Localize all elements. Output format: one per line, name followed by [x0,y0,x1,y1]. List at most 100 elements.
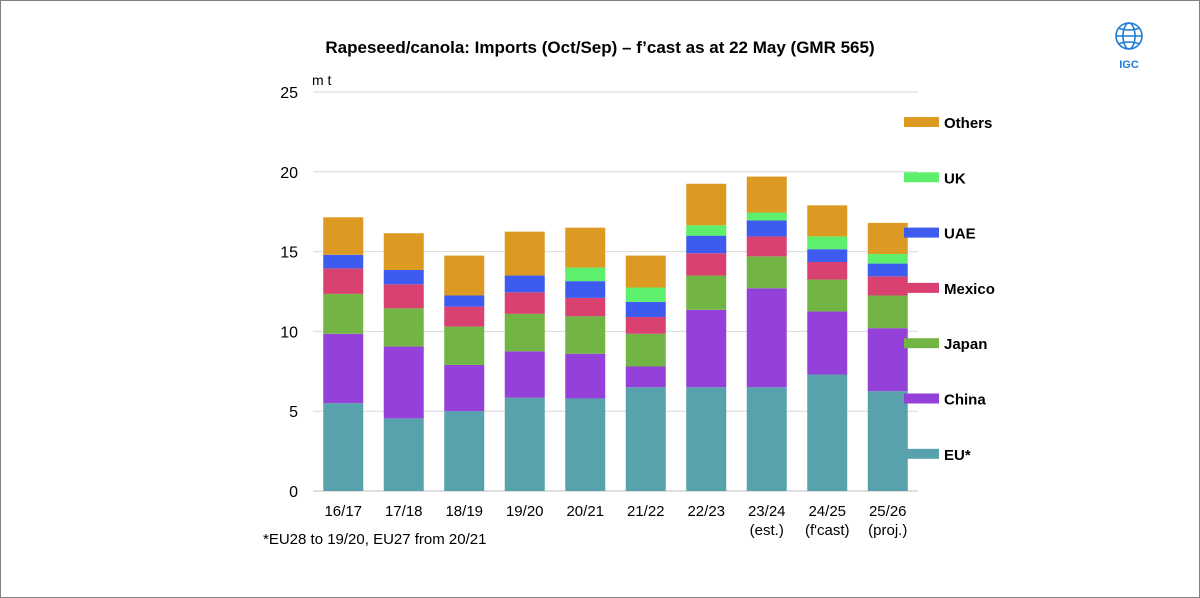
legend-swatch [904,117,939,127]
igc-logo-icon: IGC [1115,22,1143,71]
bar-segment [807,249,848,262]
bar-segment [686,275,727,310]
legend-swatch [904,338,939,349]
bar-segment [504,292,545,314]
bar-segment [323,403,364,491]
bar-segment [383,346,424,419]
bar-segment [867,276,908,296]
bar-segment [867,263,908,277]
bar-segment [444,364,485,412]
chart-title: Rapeseed/canola: Imports (Oct/Sep) – f’c… [325,38,875,57]
legend-swatch [904,282,939,293]
bar-segment [807,374,848,491]
bar-segment [807,279,848,312]
legend-swatch [904,448,939,459]
bar-segment [383,418,424,491]
bar-segment [686,309,727,388]
bar-segment [383,284,424,309]
legend-label: UK [944,170,966,187]
bar-segment [323,217,364,255]
bar-segment [867,222,908,254]
bar-segment [444,255,485,296]
legend-swatch [904,172,939,183]
bar-segment [504,397,545,491]
x-tick-label: 17/18 [385,503,423,520]
bar-segment [625,255,666,288]
bar-segment [686,183,727,226]
bar-segment [444,306,485,327]
x-tick-label: 23/24 [748,503,786,520]
x-tick-label: 21/22 [627,503,665,520]
bar-segment [686,235,727,254]
bar-segment [323,254,364,269]
bar-segment [807,236,848,250]
x-tick-label: 19/20 [506,503,544,520]
bar-segment [746,220,787,237]
bar-segment [625,317,666,334]
x-tick-label: (proj.) [868,522,907,539]
bar-segment [807,311,848,375]
bar-segment [625,366,666,388]
bar-segment [625,387,666,491]
x-tick-label: 16/17 [324,503,362,520]
bar-segment [383,308,424,347]
bar-segment [625,301,666,318]
bar-segment [807,261,848,280]
x-tick-label: 18/19 [445,503,483,520]
bar-segment [504,351,545,398]
bar-segment [686,387,727,491]
bar-segment [746,288,787,388]
bar-segment [746,236,787,257]
y-tick-label: 20 [280,165,298,182]
legend-label: Mexico [944,281,995,298]
bar-segment [686,253,727,276]
y-tick-label: 25 [280,85,298,102]
bar-segment [807,205,848,237]
bar-segment [565,316,606,354]
legend-label: Others [944,115,992,132]
bar-segment [383,233,424,270]
bar-segment [444,411,485,491]
bar-segment [504,313,545,352]
legend-label: Japan [944,336,987,353]
y-tick-label: 10 [280,324,298,341]
bar-segment [746,212,787,221]
x-tick-label: 22/23 [687,503,725,520]
bar-segment [565,267,606,282]
footnote: *EU28 to 19/20, EU27 from 20/21 [263,531,487,548]
bar-segment [565,353,606,399]
y-tick-label: 5 [289,404,298,421]
bar-segment [383,269,424,285]
bar-segment [323,293,364,334]
y-tick-label: 15 [280,245,298,262]
y-tick-label: 0 [289,484,298,501]
bar-segment [565,281,606,298]
x-tick-label: (est.) [750,522,784,539]
bar-segment [444,295,485,307]
x-tick-label: (f'cast) [805,522,850,539]
bar-segment [867,391,908,491]
legend-swatch [904,227,939,238]
logo-text: IGC [1119,59,1139,71]
bar-segment [625,287,666,302]
bar-segment [504,275,545,293]
bar-segment [444,326,485,365]
bar-segment [323,268,364,294]
bar-segment [686,225,727,236]
legend-label: UAE [944,226,976,243]
legend-label: EU* [944,447,971,464]
bar-segment [746,176,787,213]
bar-segment [867,328,908,392]
bar-segment [746,387,787,491]
bar-segment [867,253,908,264]
x-tick-label: 20/21 [566,503,604,520]
bar-segment [565,398,606,491]
bar-segment [625,333,666,367]
bar-segment [867,295,908,329]
x-tick-label: 25/26 [869,503,907,520]
x-tick-label: 24/25 [808,503,846,520]
bar-segment [323,333,364,404]
y-axis-unit: m t [312,72,332,88]
bar-segment [504,231,545,276]
